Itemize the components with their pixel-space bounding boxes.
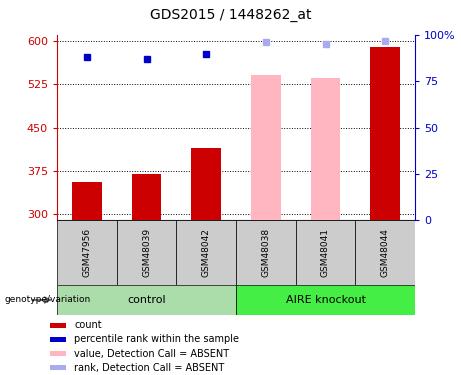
Bar bbox=[311, 78, 340, 220]
Text: GDS2015 / 1448262_at: GDS2015 / 1448262_at bbox=[150, 8, 311, 22]
Bar bbox=[355, 220, 415, 285]
Bar bbox=[50, 322, 66, 328]
Text: GSM48038: GSM48038 bbox=[261, 228, 270, 277]
Bar bbox=[296, 220, 355, 285]
Text: GSM48039: GSM48039 bbox=[142, 228, 151, 277]
Bar bbox=[50, 365, 66, 370]
Bar bbox=[57, 220, 117, 285]
Text: GSM48042: GSM48042 bbox=[201, 228, 211, 277]
Text: GSM48044: GSM48044 bbox=[381, 228, 390, 277]
Text: GSM47956: GSM47956 bbox=[83, 228, 91, 277]
Bar bbox=[251, 75, 281, 220]
Text: AIRE knockout: AIRE knockout bbox=[285, 295, 366, 305]
Bar bbox=[50, 337, 66, 342]
Bar bbox=[131, 174, 161, 220]
Text: value, Detection Call = ABSENT: value, Detection Call = ABSENT bbox=[75, 349, 230, 358]
Bar bbox=[191, 148, 221, 220]
Bar bbox=[50, 351, 66, 356]
Text: count: count bbox=[75, 320, 102, 330]
Bar bbox=[72, 182, 102, 220]
Bar bbox=[236, 220, 296, 285]
Bar bbox=[370, 46, 400, 220]
Bar bbox=[177, 220, 236, 285]
Text: percentile rank within the sample: percentile rank within the sample bbox=[75, 334, 240, 344]
Text: rank, Detection Call = ABSENT: rank, Detection Call = ABSENT bbox=[75, 363, 225, 373]
Bar bbox=[236, 285, 415, 315]
Text: genotype/variation: genotype/variation bbox=[5, 296, 91, 304]
Text: control: control bbox=[127, 295, 166, 305]
Text: GSM48041: GSM48041 bbox=[321, 228, 330, 277]
Bar bbox=[117, 220, 177, 285]
Bar bbox=[57, 285, 236, 315]
